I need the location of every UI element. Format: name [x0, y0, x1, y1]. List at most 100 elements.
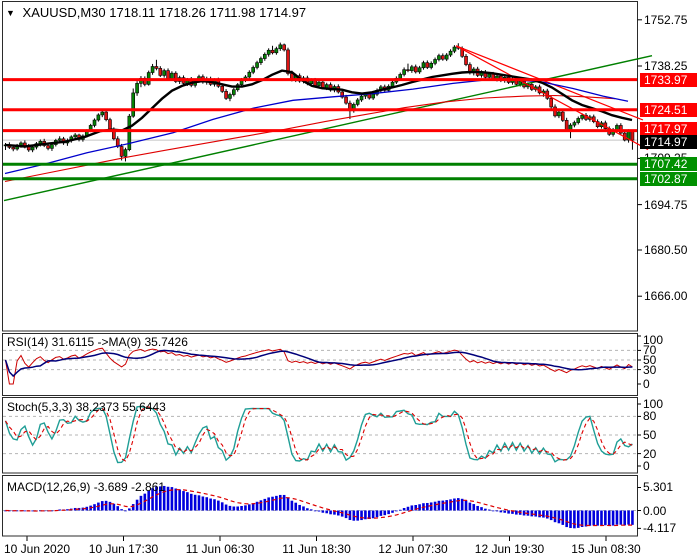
candle-bull	[170, 72, 174, 79]
ma-slow-red	[4, 94, 616, 183]
macd-bar	[23, 510, 27, 512]
candle-bull	[50, 144, 54, 149]
macd-bar	[433, 501, 437, 511]
macd-bar	[197, 495, 201, 511]
macd-bar	[495, 510, 499, 512]
macd-bar	[569, 510, 572, 529]
macd-bar	[619, 510, 623, 525]
macd-bar	[576, 510, 580, 528]
macd-bar	[503, 510, 507, 513]
macd-bar	[282, 494, 286, 511]
candle-bear	[340, 91, 344, 98]
macd-bar	[337, 510, 340, 516]
macd-bar	[398, 509, 402, 511]
macd-bar	[561, 510, 565, 525]
macd-bar	[85, 506, 89, 511]
macd-bar	[364, 510, 367, 520]
macd-bar	[217, 500, 220, 511]
macd-bar	[391, 510, 394, 513]
candle-bear	[224, 91, 228, 99]
macd-bar	[449, 499, 452, 511]
macd-bar	[50, 510, 54, 512]
macd-bar	[557, 510, 561, 524]
macd-bar	[31, 510, 34, 512]
time-label: 11 Jun 18:30	[282, 542, 351, 556]
rsi-scale-label: 50	[643, 353, 657, 367]
candle-bull	[274, 48, 279, 54]
candle-bear	[425, 62, 430, 68]
candle-bear	[104, 111, 108, 120]
candle-bull	[135, 83, 139, 94]
macd-bar	[267, 497, 270, 511]
macd-bar	[406, 506, 410, 511]
macd-panel-title: MACD(12,26,9) -3.689 -2.861	[7, 480, 166, 494]
macd-bar	[317, 510, 321, 512]
header-ohlc: 1718.11 1718.26 1711.98 1714.97	[109, 5, 307, 20]
candle-bear	[406, 69, 410, 71]
macd-bar	[468, 502, 472, 511]
macd-bar	[313, 510, 317, 512]
candle-bull	[355, 99, 360, 105]
candle-bull	[232, 89, 236, 95]
macd-bar	[15, 510, 19, 512]
candle-bear	[564, 120, 569, 131]
macd-bar	[104, 500, 108, 511]
candle-bull	[421, 62, 426, 69]
macd-bar	[484, 508, 487, 511]
candle-bull	[402, 69, 406, 75]
macd-bar	[542, 510, 545, 518]
candle-bull	[444, 54, 449, 60]
candle-bull	[398, 74, 403, 79]
price-badge-black: 1714.97	[640, 135, 697, 150]
macd-bar	[116, 506, 120, 511]
rsi-ma-line	[4, 349, 633, 378]
candle-bear	[560, 111, 565, 121]
macd-bar	[100, 501, 104, 511]
time-label: 15 Jun 08:30	[571, 542, 641, 556]
candle-bull	[100, 111, 105, 116]
macd-bar	[580, 510, 584, 527]
macd-bar	[491, 510, 495, 512]
price-badge-green: 1702.87	[640, 171, 697, 186]
macd-bar	[278, 494, 282, 511]
macd-bar	[534, 510, 537, 517]
header-symbol: XAUUSD,M30	[22, 5, 106, 20]
macd-bar	[128, 508, 131, 511]
macd-bar	[546, 510, 549, 519]
candle-bull	[57, 138, 62, 141]
candle-bull	[390, 81, 395, 87]
macd-bar	[325, 510, 329, 514]
candle-bull	[359, 95, 364, 101]
candle-bear	[441, 55, 445, 60]
candle-bull	[371, 93, 375, 99]
macd-bar	[356, 510, 359, 521]
trendline-red-lower	[455, 45, 649, 151]
macd-bar	[611, 510, 615, 526]
macd-bar	[538, 510, 541, 518]
price-badge-red: 1724.51	[640, 102, 697, 117]
macd-bar	[476, 505, 479, 511]
macd-bar	[220, 502, 224, 511]
macd-bar	[255, 501, 259, 511]
macd-bar	[507, 510, 510, 514]
macd-bar	[93, 504, 96, 511]
macd-bar	[456, 498, 460, 511]
macd-signal-line	[5, 489, 633, 527]
price-grid-label: 1752.75	[644, 12, 688, 27]
panel-border	[2, 475, 638, 537]
stoch-panel-title: Stoch(5,3,3) 38.2373 55.6443	[7, 400, 166, 414]
macd-bar	[298, 504, 301, 511]
candle-bull	[572, 122, 577, 126]
rsi-panel-title: RSI(14) 31.6115 ->MA(9) 35.7426	[7, 335, 188, 349]
macd-bar	[178, 489, 181, 511]
macd-bar	[453, 498, 456, 511]
macd-bar	[135, 499, 139, 511]
symbol-dropdown-icon[interactable]: ▼	[6, 8, 15, 18]
macd-bar	[367, 510, 371, 519]
candle-bear	[166, 70, 170, 79]
candle-bear	[220, 85, 225, 92]
candle-bear	[270, 49, 275, 54]
macd-bar	[232, 506, 236, 511]
time-label: 12 Jun 19:30	[474, 542, 545, 556]
